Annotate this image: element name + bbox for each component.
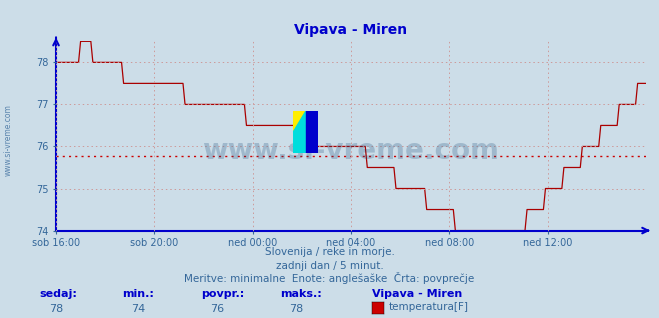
Text: min.:: min.: bbox=[122, 289, 154, 299]
Polygon shape bbox=[306, 111, 318, 153]
Text: maks.:: maks.: bbox=[280, 289, 322, 299]
Text: 78: 78 bbox=[49, 304, 63, 314]
Text: 74: 74 bbox=[131, 304, 146, 314]
Text: sedaj:: sedaj: bbox=[40, 289, 77, 299]
Text: Slovenija / reke in morje.: Slovenija / reke in morje. bbox=[264, 247, 395, 257]
Text: www.si-vreme.com: www.si-vreme.com bbox=[3, 104, 13, 176]
Text: www.si-vreme.com: www.si-vreme.com bbox=[202, 137, 500, 165]
Text: povpr.:: povpr.: bbox=[201, 289, 244, 299]
Title: Vipava - Miren: Vipava - Miren bbox=[295, 24, 407, 38]
Polygon shape bbox=[293, 111, 306, 153]
Text: Meritve: minimalne  Enote: anglešaške  Črta: povprečje: Meritve: minimalne Enote: anglešaške Črt… bbox=[185, 273, 474, 284]
Text: 78: 78 bbox=[289, 304, 304, 314]
Polygon shape bbox=[293, 111, 306, 132]
Text: zadnji dan / 5 minut.: zadnji dan / 5 minut. bbox=[275, 261, 384, 271]
Text: 76: 76 bbox=[210, 304, 225, 314]
Text: Vipava - Miren: Vipava - Miren bbox=[372, 289, 463, 299]
Text: temperatura[F]: temperatura[F] bbox=[389, 302, 469, 312]
